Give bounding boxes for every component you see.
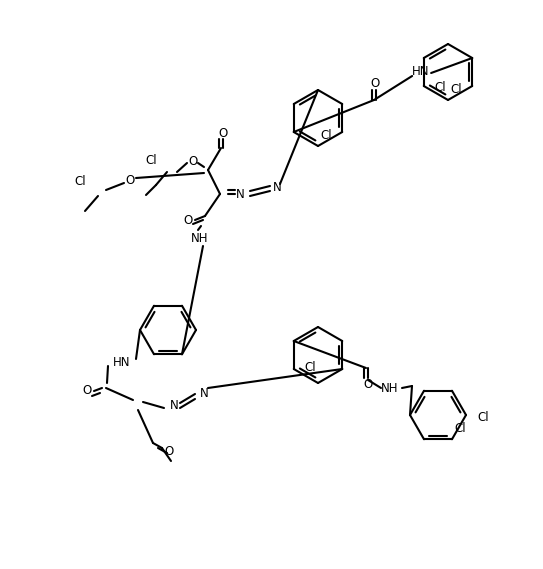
Text: O: O <box>188 155 198 167</box>
Text: NH: NH <box>381 381 399 394</box>
Text: Cl: Cl <box>477 410 489 423</box>
Text: Cl: Cl <box>320 129 332 142</box>
Text: O: O <box>83 384 92 397</box>
Text: Cl: Cl <box>146 154 157 167</box>
Text: Cl: Cl <box>435 80 446 93</box>
Text: HN: HN <box>113 356 131 369</box>
Text: O: O <box>184 213 193 226</box>
Text: O: O <box>363 377 372 390</box>
Text: Cl: Cl <box>450 83 462 96</box>
Text: Cl: Cl <box>305 361 317 373</box>
Text: Cl: Cl <box>74 175 86 188</box>
Text: O: O <box>370 76 380 89</box>
Text: Cl: Cl <box>454 422 466 435</box>
Text: O: O <box>218 126 228 139</box>
Text: NH: NH <box>191 232 209 245</box>
Text: HN: HN <box>412 64 430 77</box>
Text: N: N <box>200 386 209 399</box>
Text: N: N <box>236 188 244 200</box>
Text: O: O <box>165 444 174 457</box>
Text: O: O <box>125 174 135 187</box>
Text: N: N <box>169 398 178 411</box>
Text: N: N <box>273 180 281 193</box>
